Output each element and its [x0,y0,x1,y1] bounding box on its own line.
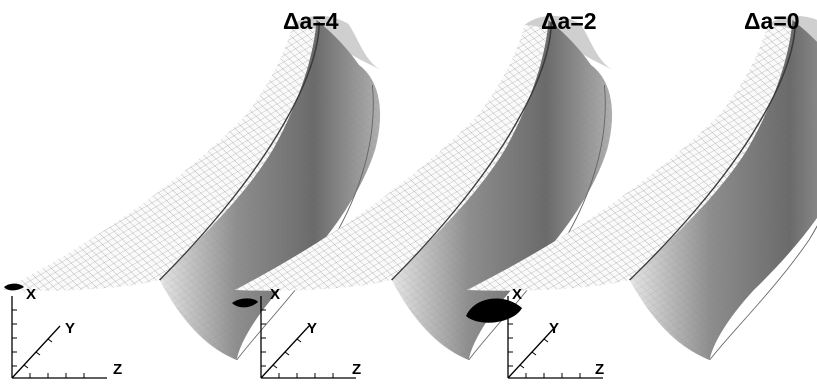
panel-2-title: Δa=2 [541,8,597,34]
axis-label-z: Z [113,361,123,378]
axis-label-x: X [512,286,523,303]
panel-3-title: Δa=0 [744,8,800,34]
axis-label-y: Y [549,320,560,337]
surface-plot-1 [1,15,382,379]
surface-plot-3 [466,15,817,379]
surface-plot-2 [232,15,614,379]
axis-label-y: Y [307,320,318,337]
axis-label-z: Z [352,361,362,378]
axis-label-z: Z [595,361,605,378]
axis-label-y: Y [65,320,76,337]
axis-label-x: X [26,286,37,303]
blob-marker-1 [4,283,24,291]
axis-label-x: X [270,286,281,303]
axis-triad-3 [507,295,604,379]
panel-1-title: Δa=4 [283,8,339,34]
axis-triad-1 [11,295,108,379]
blob-marker-2 [232,298,258,308]
axis-triad-2 [260,295,357,379]
